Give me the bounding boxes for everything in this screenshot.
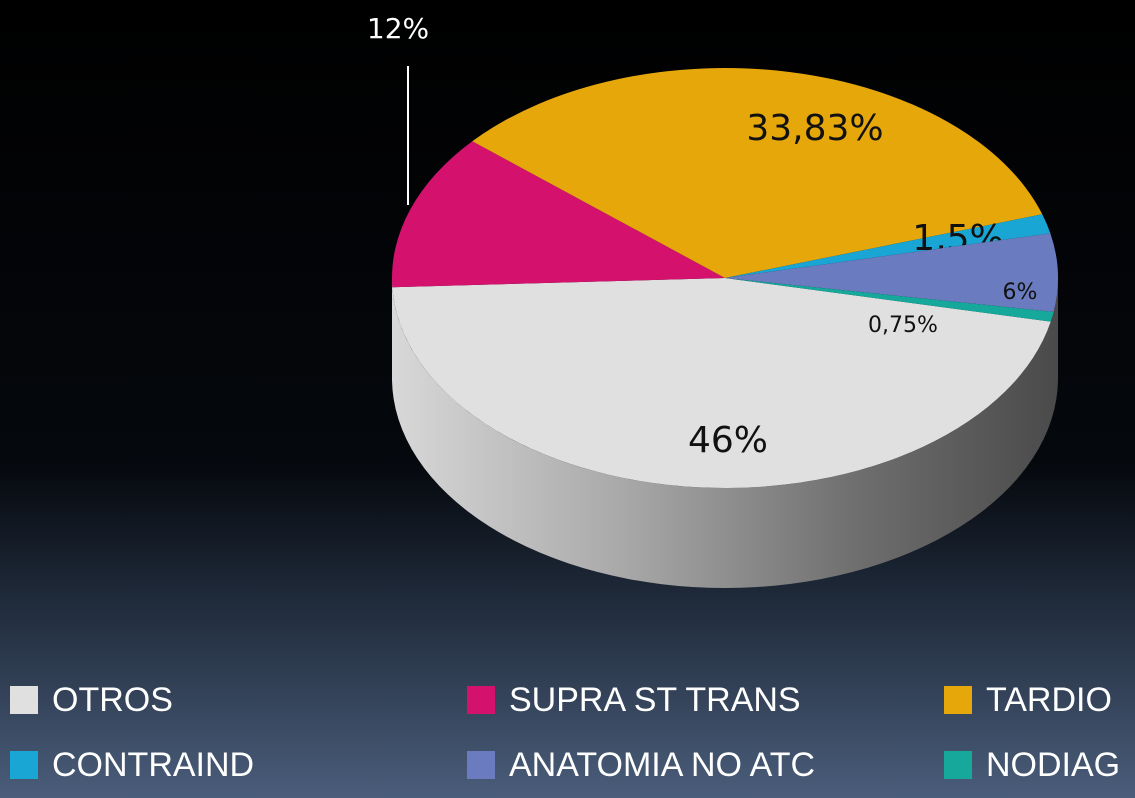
- legend-label: OTROS: [52, 681, 173, 719]
- data-label: 33,83%: [746, 108, 883, 149]
- legend-swatch: [10, 751, 38, 779]
- legend-swatch: [944, 686, 972, 714]
- legend-label: CONTRAIND: [52, 746, 254, 784]
- legend-label: NODIAG: [986, 746, 1120, 784]
- pie-slice: [391, 141, 725, 288]
- legend-swatch: [944, 751, 972, 779]
- legend-label: SUPRA ST TRANS: [509, 681, 801, 719]
- pie-slice: [725, 214, 1051, 278]
- data-label: 6%: [1003, 280, 1038, 305]
- legend-swatch: [467, 686, 495, 714]
- legend-swatch: [467, 751, 495, 779]
- legend-swatch: [10, 686, 38, 714]
- pie-side: [392, 278, 1058, 588]
- legend-label: ANATOMIA NO ATC: [509, 746, 815, 784]
- data-label: 12%: [367, 12, 429, 45]
- data-label: 0,75%: [868, 313, 938, 338]
- legend-label: TARDIO: [986, 681, 1112, 719]
- data-label: 46%: [688, 420, 768, 461]
- pie-slice: [472, 68, 1043, 278]
- pie-slice: [725, 233, 1058, 312]
- pie-slice: [392, 278, 1051, 489]
- pie-slice: [725, 278, 1054, 322]
